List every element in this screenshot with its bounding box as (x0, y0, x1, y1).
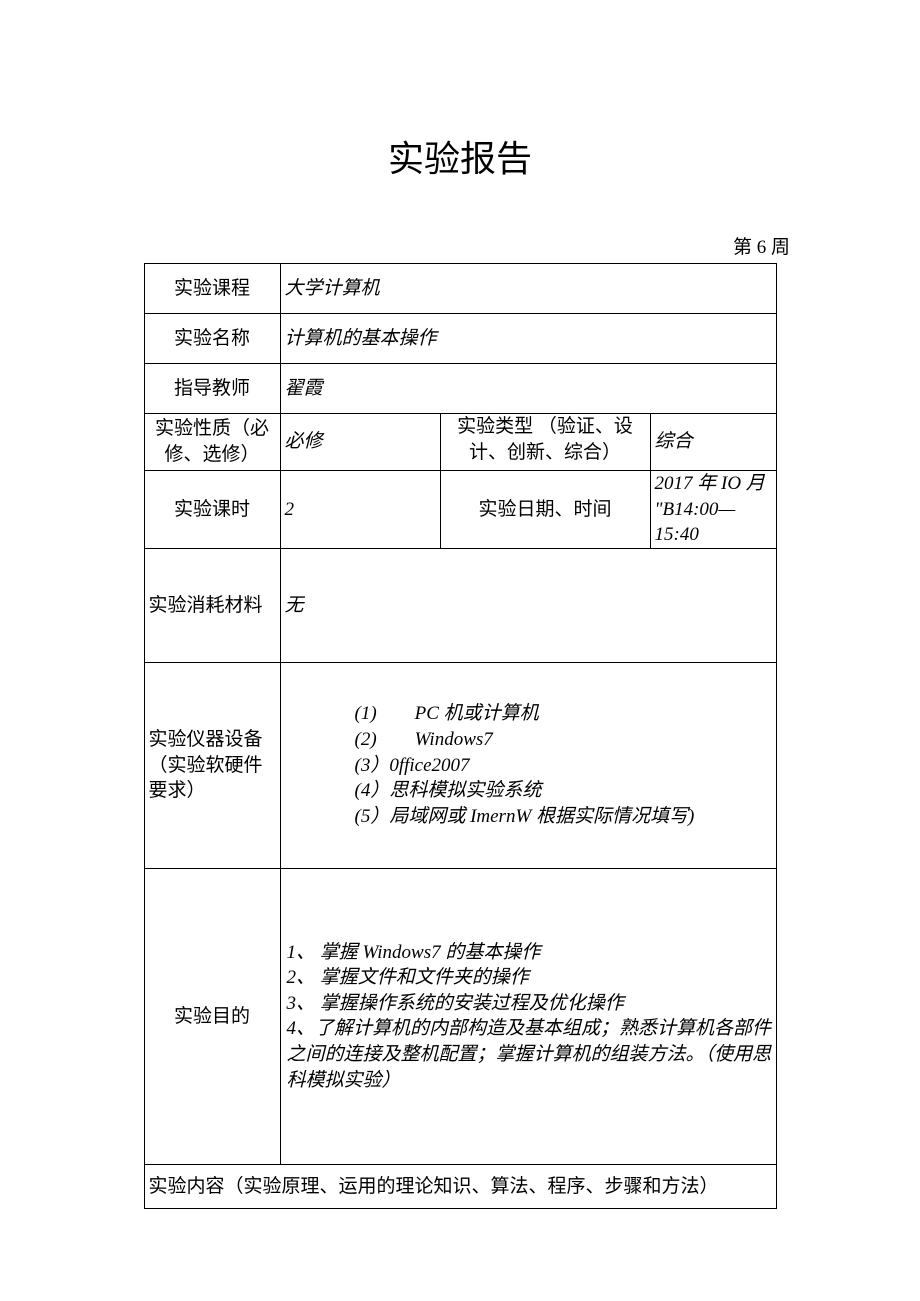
objective-line: 1、 掌握 Windows7 的基本操作 (287, 940, 772, 966)
row-equipment: 实验仪器设备（实验软硬件要求） (1) PC 机或计算机 (2) Windows… (144, 662, 776, 868)
label-type-text: 实验类型 （验证、设计、创新、综合） (445, 414, 646, 470)
equipment-line: (4）思科模拟实验系统 (355, 778, 772, 804)
value-equipment: (1) PC 机或计算机 (2) Windows7 (3）0ffice2007 … (280, 662, 776, 868)
row-course: 实验课程 大学计算机 (144, 264, 776, 314)
row-hours-datetime: 实验课时 2 实验日期、时间 2017 年 IO 月 "B14:00—15:40 (144, 471, 776, 549)
row-objective: 实验目的 1、 掌握 Windows7 的基本操作 2、 掌握文件和文件夹的操作… (144, 868, 776, 1164)
label-teacher: 指导教师 (144, 364, 280, 414)
label-type: 实验类型 （验证、设计、创新、综合） (440, 414, 650, 471)
value-teacher: 翟霞 (280, 364, 776, 414)
value-name: 计算机的基本操作 (280, 314, 776, 364)
label-nature: 实验性质（必修、选修） (144, 414, 280, 471)
page: 实验报告 第 6 周 实验课程 大学计算机 实验名称 计算机的基本操作 指导教师… (0, 0, 920, 1209)
objective-line: 3、 掌握操作系统的安装过程及优化操作 (287, 991, 772, 1017)
label-content: 实验内容（实验原理、运用的理论知识、算法、程序、步骤和方法） (144, 1164, 776, 1208)
value-type: 综合 (650, 414, 776, 471)
value-nature: 必修 (280, 414, 440, 471)
label-datetime: 实验日期、时间 (440, 471, 650, 549)
label-objective: 实验目的 (144, 868, 280, 1164)
value-hours: 2 (280, 471, 440, 549)
row-materials: 实验消耗材料 无 (144, 548, 776, 662)
objective-line: 4、了解计算机的内部构造及基本组成；熟悉计算机各部件之间的连接及整机配置；掌握计… (287, 1016, 772, 1093)
value-objective: 1、 掌握 Windows7 的基本操作 2、 掌握文件和文件夹的操作 3、 掌… (280, 868, 776, 1164)
label-name: 实验名称 (144, 314, 280, 364)
report-title: 实验报告 (0, 130, 920, 182)
label-equipment: 实验仪器设备（实验软硬件要求） (144, 662, 280, 868)
label-materials: 实验消耗材料 (144, 548, 280, 662)
equipment-line: (2) Windows7 (355, 727, 772, 753)
row-name: 实验名称 计算机的基本操作 (144, 314, 776, 364)
label-hours: 实验课时 (144, 471, 280, 549)
equipment-list: (1) PC 机或计算机 (2) Windows7 (3）0ffice2007 … (285, 701, 772, 829)
week-label: 第 6 周 (0, 232, 920, 259)
row-content: 实验内容（实验原理、运用的理论知识、算法、程序、步骤和方法） (144, 1164, 776, 1208)
equipment-line: (1) PC 机或计算机 (355, 701, 772, 727)
value-course: 大学计算机 (280, 264, 776, 314)
value-materials: 无 (280, 548, 776, 662)
report-table: 实验课程 大学计算机 实验名称 计算机的基本操作 指导教师 翟霞 实验性质（必修… (144, 263, 777, 1209)
equipment-line: (3）0ffice2007 (355, 753, 772, 779)
objective-line: 2、 掌握文件和文件夹的操作 (287, 965, 772, 991)
value-datetime: 2017 年 IO 月 "B14:00—15:40 (650, 471, 776, 549)
objective-list: 1、 掌握 Windows7 的基本操作 2、 掌握文件和文件夹的操作 3、 掌… (285, 940, 772, 1094)
row-teacher: 指导教师 翟霞 (144, 364, 776, 414)
label-course: 实验课程 (144, 264, 280, 314)
equipment-line: (5）局域网或 ImernW 根据实际情况填写) (355, 804, 772, 830)
row-nature-type: 实验性质（必修、选修） 必修 实验类型 （验证、设计、创新、综合） 综合 (144, 414, 776, 471)
